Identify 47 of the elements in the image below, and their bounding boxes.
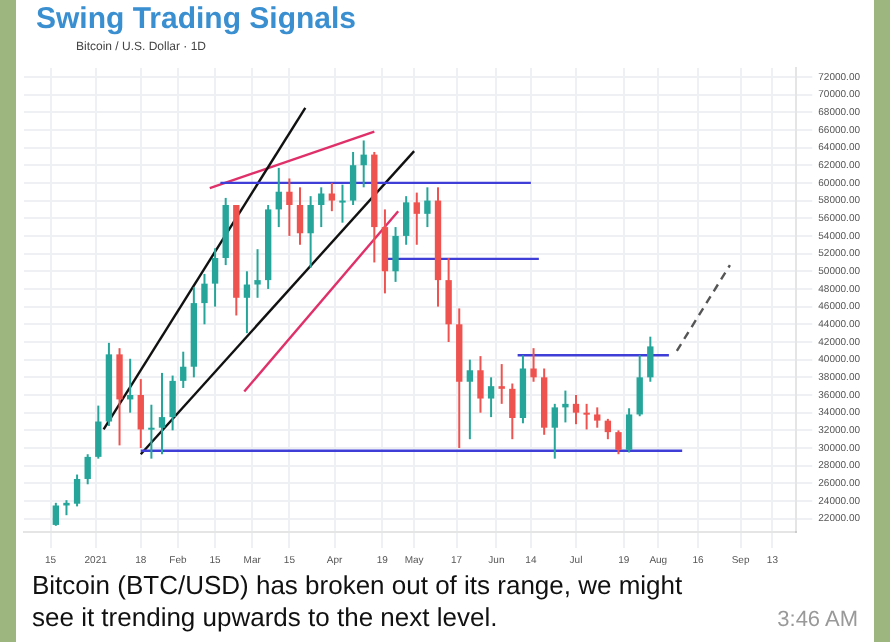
candlestick	[487, 376, 495, 419]
candlestick	[318, 186, 325, 229]
candlestick	[424, 186, 431, 229]
candlestick	[243, 270, 251, 335]
candlestick	[180, 350, 187, 389]
candlestick	[275, 166, 282, 229]
candlestick	[498, 363, 505, 405]
candlestick	[137, 378, 144, 450]
candlestick	[530, 347, 537, 383]
candlestick	[509, 382, 516, 441]
candlestick	[572, 394, 580, 426]
candlestick	[328, 181, 336, 213]
candlestick	[339, 183, 346, 224]
candlestick	[583, 402, 590, 431]
candlestick	[636, 354, 643, 418]
chart-title: Swing Trading Signals	[36, 2, 357, 36]
candlestick	[148, 403, 155, 460]
candlestick	[52, 501, 60, 527]
candlestick	[647, 335, 654, 383]
candlestick	[392, 226, 399, 283]
candlestick	[307, 195, 314, 269]
candlestick	[201, 272, 208, 326]
candlestick	[116, 347, 123, 447]
candlestick	[254, 248, 261, 299]
candlestick	[349, 150, 357, 206]
candlestick	[73, 473, 81, 508]
candlestick	[95, 404, 102, 460]
candlestick	[211, 247, 219, 308]
candlestick	[625, 407, 633, 454]
candlestick	[413, 191, 420, 246]
text: Bitcoin (BTC/USD) has broken out of its range, we might see it trending upwards to the next level.	[32, 570, 685, 634]
candlestick	[169, 374, 176, 432]
candlestick	[562, 389, 569, 424]
candlestick	[604, 417, 612, 441]
candlestick	[594, 406, 601, 429]
candlestick	[296, 186, 304, 246]
candlestick	[158, 371, 166, 456]
candlestick	[402, 195, 410, 246]
candlestick	[286, 177, 293, 237]
candlestick	[84, 453, 91, 486]
candlestick	[466, 358, 474, 441]
text: 3:46 AM	[777, 608, 858, 632]
candlestick	[551, 402, 558, 460]
candlestick	[445, 257, 452, 343]
candlestick	[477, 355, 484, 414]
candlestick	[381, 208, 389, 295]
candlestick	[615, 429, 622, 456]
